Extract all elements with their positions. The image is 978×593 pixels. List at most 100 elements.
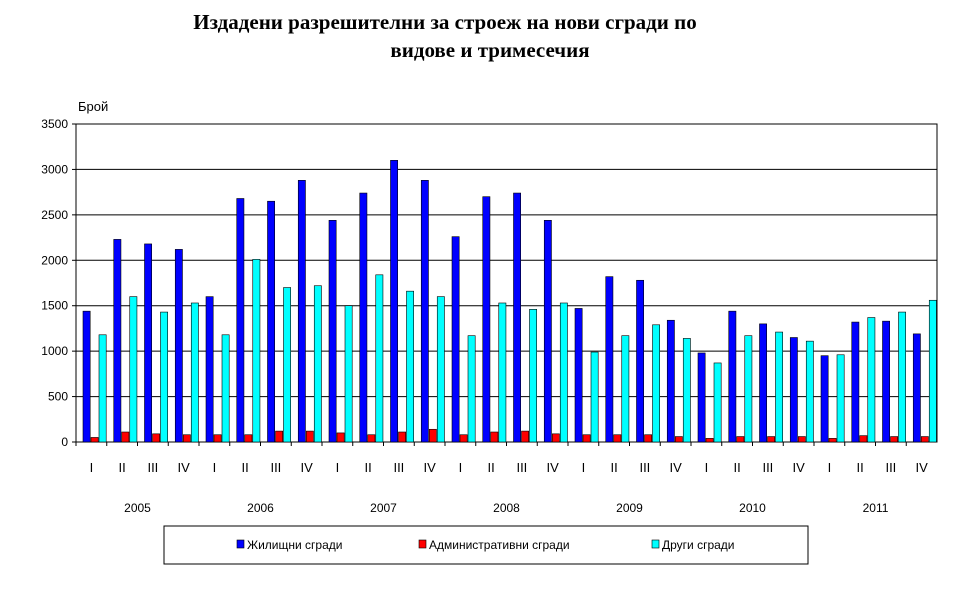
year-labels: 2005 2006 2007 2008 2009 2010 2011 xyxy=(124,501,889,515)
bar xyxy=(851,321,860,443)
legend-swatch xyxy=(651,539,660,549)
legend-label: Жилищни сгради xyxy=(247,538,342,552)
x-tick-label: I xyxy=(213,460,217,475)
y-tick-label: 1000 xyxy=(41,344,68,358)
legend-label: Други сгради xyxy=(662,538,735,552)
bar xyxy=(344,305,353,443)
legend-swatch xyxy=(418,539,427,549)
bar xyxy=(621,335,630,443)
bar xyxy=(336,432,345,443)
y-tick-label: 2000 xyxy=(41,253,68,267)
bar xyxy=(559,302,568,443)
bar xyxy=(898,311,906,443)
bar xyxy=(574,308,583,443)
bar xyxy=(398,431,406,443)
bar xyxy=(190,302,199,443)
bar xyxy=(221,334,230,443)
bar xyxy=(121,431,130,443)
bar xyxy=(375,274,384,443)
bar xyxy=(275,430,283,443)
bar xyxy=(867,317,876,443)
bar xyxy=(113,239,122,443)
bar xyxy=(551,433,560,443)
bar xyxy=(436,296,445,443)
x-tick-label: IV xyxy=(669,460,682,475)
bar xyxy=(859,435,868,443)
x-tick-label: IV xyxy=(915,460,928,475)
bar xyxy=(213,434,222,443)
bar xyxy=(152,433,160,443)
year-label: 2005 xyxy=(124,501,151,515)
bar xyxy=(297,180,306,443)
bar xyxy=(252,259,261,443)
bar xyxy=(652,324,660,443)
bar xyxy=(882,320,890,443)
x-tick-label: IV xyxy=(792,460,805,475)
bar xyxy=(682,338,691,443)
x-tick-label: III xyxy=(885,460,896,475)
bar xyxy=(313,285,322,443)
y-axis-label: Брой xyxy=(78,99,108,114)
chart-title-line2: видове и тримесечия xyxy=(390,38,590,62)
bar xyxy=(674,436,683,443)
legend: Жилищни сгради Административни сгради Друг… xyxy=(163,525,809,565)
bar xyxy=(367,434,376,443)
x-tick-label: IV xyxy=(546,460,559,475)
year-label: 2011 xyxy=(863,501,889,515)
bar xyxy=(828,438,837,443)
x-tick-label: I xyxy=(336,460,340,475)
bar xyxy=(666,319,675,443)
bar xyxy=(467,335,476,443)
bar xyxy=(305,430,314,443)
x-tick-label: II xyxy=(365,460,372,475)
x-tick-label: II xyxy=(734,460,741,475)
bar xyxy=(174,249,183,443)
bar xyxy=(420,180,429,443)
y-tick-label: 1500 xyxy=(41,299,68,313)
bar xyxy=(836,354,845,443)
x-tick-label: II xyxy=(857,460,864,475)
year-label: 2007 xyxy=(370,501,397,515)
bar xyxy=(920,436,929,443)
bars xyxy=(82,160,937,443)
x-tick-label: I xyxy=(90,460,94,475)
bar xyxy=(390,160,398,443)
bar xyxy=(521,430,529,443)
bar xyxy=(590,351,599,443)
bar xyxy=(912,333,921,443)
bar xyxy=(182,434,191,443)
bar xyxy=(820,355,829,443)
x-tick-label: III xyxy=(516,460,527,475)
x-tick-label: IV xyxy=(177,460,190,475)
bar xyxy=(490,431,499,443)
year-label: 2010 xyxy=(739,501,766,515)
x-axis-ticks: I II III IV I II III IV I II III IV I II III IV I II III IV… xyxy=(75,442,928,475)
bar xyxy=(744,335,753,443)
y-tick-label: 500 xyxy=(48,390,68,404)
bar xyxy=(205,296,214,443)
y-tick-label: 0 xyxy=(61,435,68,449)
x-tick-label: I xyxy=(828,460,832,475)
y-tick-label: 3000 xyxy=(41,162,68,176)
x-tick-label: II xyxy=(488,460,495,475)
bar xyxy=(890,436,898,443)
bar xyxy=(428,428,437,443)
x-tick-label: III xyxy=(393,460,404,475)
x-tick-label: III xyxy=(270,460,281,475)
year-label: 2006 xyxy=(247,501,274,515)
bar xyxy=(789,337,798,443)
x-tick-label: II xyxy=(242,460,249,475)
bar xyxy=(498,302,507,443)
bar xyxy=(805,340,814,443)
bar xyxy=(928,299,937,443)
bar xyxy=(244,434,253,443)
x-tick-label: II xyxy=(119,460,126,475)
bar xyxy=(797,436,806,443)
bar xyxy=(359,192,368,443)
bar xyxy=(406,290,414,443)
bar xyxy=(713,362,722,443)
bar xyxy=(90,437,99,443)
y-axis-ticks: 0 500 1000 1500 2000 2500 3000 3500 xyxy=(41,117,76,449)
bar xyxy=(529,309,537,443)
